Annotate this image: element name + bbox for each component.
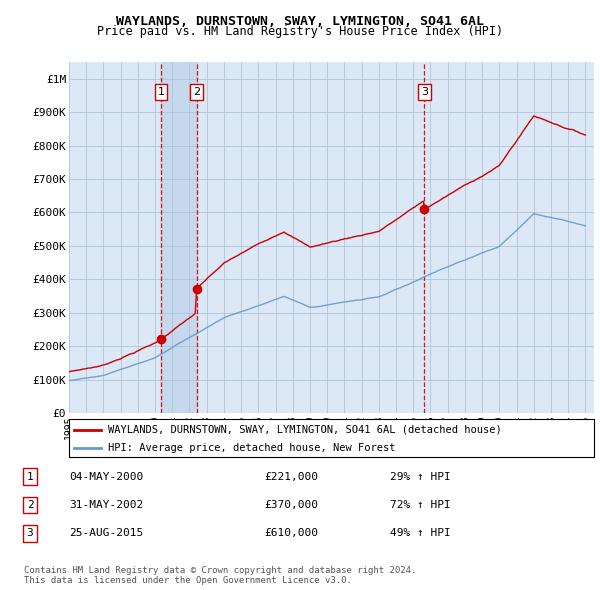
Text: £610,000: £610,000 — [264, 529, 318, 538]
Text: £221,000: £221,000 — [264, 472, 318, 481]
Text: 49% ↑ HPI: 49% ↑ HPI — [390, 529, 451, 538]
Text: £370,000: £370,000 — [264, 500, 318, 510]
Text: 25-AUG-2015: 25-AUG-2015 — [69, 529, 143, 538]
Text: WAYLANDS, DURNSTOWN, SWAY, LYMINGTON, SO41 6AL: WAYLANDS, DURNSTOWN, SWAY, LYMINGTON, SO… — [116, 15, 484, 28]
Text: 2: 2 — [26, 500, 34, 510]
Text: 3: 3 — [421, 87, 428, 97]
Text: 29% ↑ HPI: 29% ↑ HPI — [390, 472, 451, 481]
Text: Price paid vs. HM Land Registry's House Price Index (HPI): Price paid vs. HM Land Registry's House … — [97, 25, 503, 38]
Text: 04-MAY-2000: 04-MAY-2000 — [69, 472, 143, 481]
Text: 2: 2 — [193, 87, 200, 97]
Text: HPI: Average price, detached house, New Forest: HPI: Average price, detached house, New … — [109, 442, 396, 453]
Text: 1: 1 — [26, 472, 34, 481]
Bar — [161, 62, 197, 413]
Text: Contains HM Land Registry data © Crown copyright and database right 2024.
This d: Contains HM Land Registry data © Crown c… — [24, 566, 416, 585]
Text: 3: 3 — [26, 529, 34, 538]
Text: 31-MAY-2002: 31-MAY-2002 — [69, 500, 143, 510]
Text: 1: 1 — [157, 87, 164, 97]
Text: WAYLANDS, DURNSTOWN, SWAY, LYMINGTON, SO41 6AL (detached house): WAYLANDS, DURNSTOWN, SWAY, LYMINGTON, SO… — [109, 425, 502, 435]
Text: 72% ↑ HPI: 72% ↑ HPI — [390, 500, 451, 510]
